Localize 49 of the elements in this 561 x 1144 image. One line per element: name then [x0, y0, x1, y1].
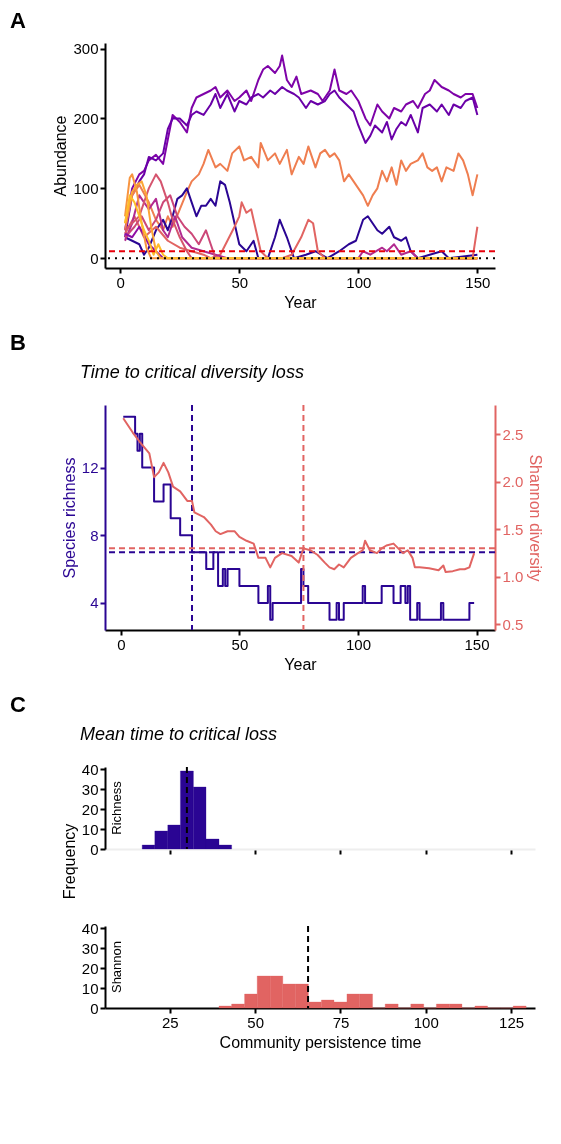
y-tick-label: 40: [81, 919, 99, 937]
y-tick-label: 40: [81, 760, 99, 778]
y-tick-label: 100: [73, 179, 99, 197]
x-tick-label: 150: [465, 273, 491, 291]
y2-tick-label: 0.5: [502, 615, 524, 633]
y-tick-label: 0: [90, 840, 99, 858]
x-tick-label: 100: [413, 1013, 439, 1031]
chart-title: Time to critical diversity loss: [80, 362, 304, 382]
y-tick-label: 10: [81, 820, 99, 838]
text: C: [10, 692, 26, 717]
x-tick-label: 50: [231, 635, 249, 653]
chart-title: Mean time to critical loss: [80, 724, 278, 744]
y2-tick-label: 2.0: [502, 473, 524, 491]
x-axis-title: Community persistence time: [219, 1033, 422, 1051]
x-tick-label: 0: [116, 273, 125, 291]
y-tick-label: 10: [81, 979, 99, 997]
y-tick-label: 200: [73, 109, 99, 127]
x-tick-label: 150: [464, 635, 490, 653]
y-tick-label: 8: [90, 526, 99, 544]
x-axis-title: Year: [284, 655, 318, 673]
y2-tick-label: 1.0: [502, 568, 524, 586]
y2-axis-title: Shannon diversity: [527, 454, 545, 582]
y-tick-label: 300: [73, 40, 99, 58]
y-tick-label: 30: [81, 780, 99, 798]
y-axis-title: Abundance: [52, 115, 70, 197]
y-axis-title: Frequency: [60, 823, 78, 900]
y-tick-label: 4: [90, 594, 99, 612]
y-tick-label: 20: [81, 959, 99, 977]
x-tick-label: 100: [346, 273, 372, 291]
y-tick-label: 20: [81, 800, 99, 818]
y-tick-label: 0: [90, 999, 99, 1017]
y-tick-label: 30: [81, 939, 99, 957]
x-tick-label: 0: [117, 635, 126, 653]
x-tick-label: 100: [345, 635, 371, 653]
x-tick-label: 50: [247, 1013, 264, 1031]
x-axis-title: Year: [284, 293, 318, 311]
x-tick-label: 125: [499, 1013, 525, 1031]
annotation: Shannon: [109, 940, 124, 994]
x-tick-label: 50: [231, 273, 249, 291]
y-axis-title: Species richness: [60, 457, 78, 579]
x-tick-label: 25: [162, 1013, 179, 1031]
text: B: [10, 330, 26, 355]
y-tick-label: 0: [90, 249, 99, 267]
x-tick-label: 75: [332, 1013, 350, 1031]
y-tick-label: 12: [81, 459, 99, 477]
text: A: [10, 8, 26, 33]
annotation: Richness: [109, 780, 124, 835]
y2-tick-label: 1.5: [502, 520, 524, 538]
y2-tick-label: 2.5: [502, 425, 524, 443]
